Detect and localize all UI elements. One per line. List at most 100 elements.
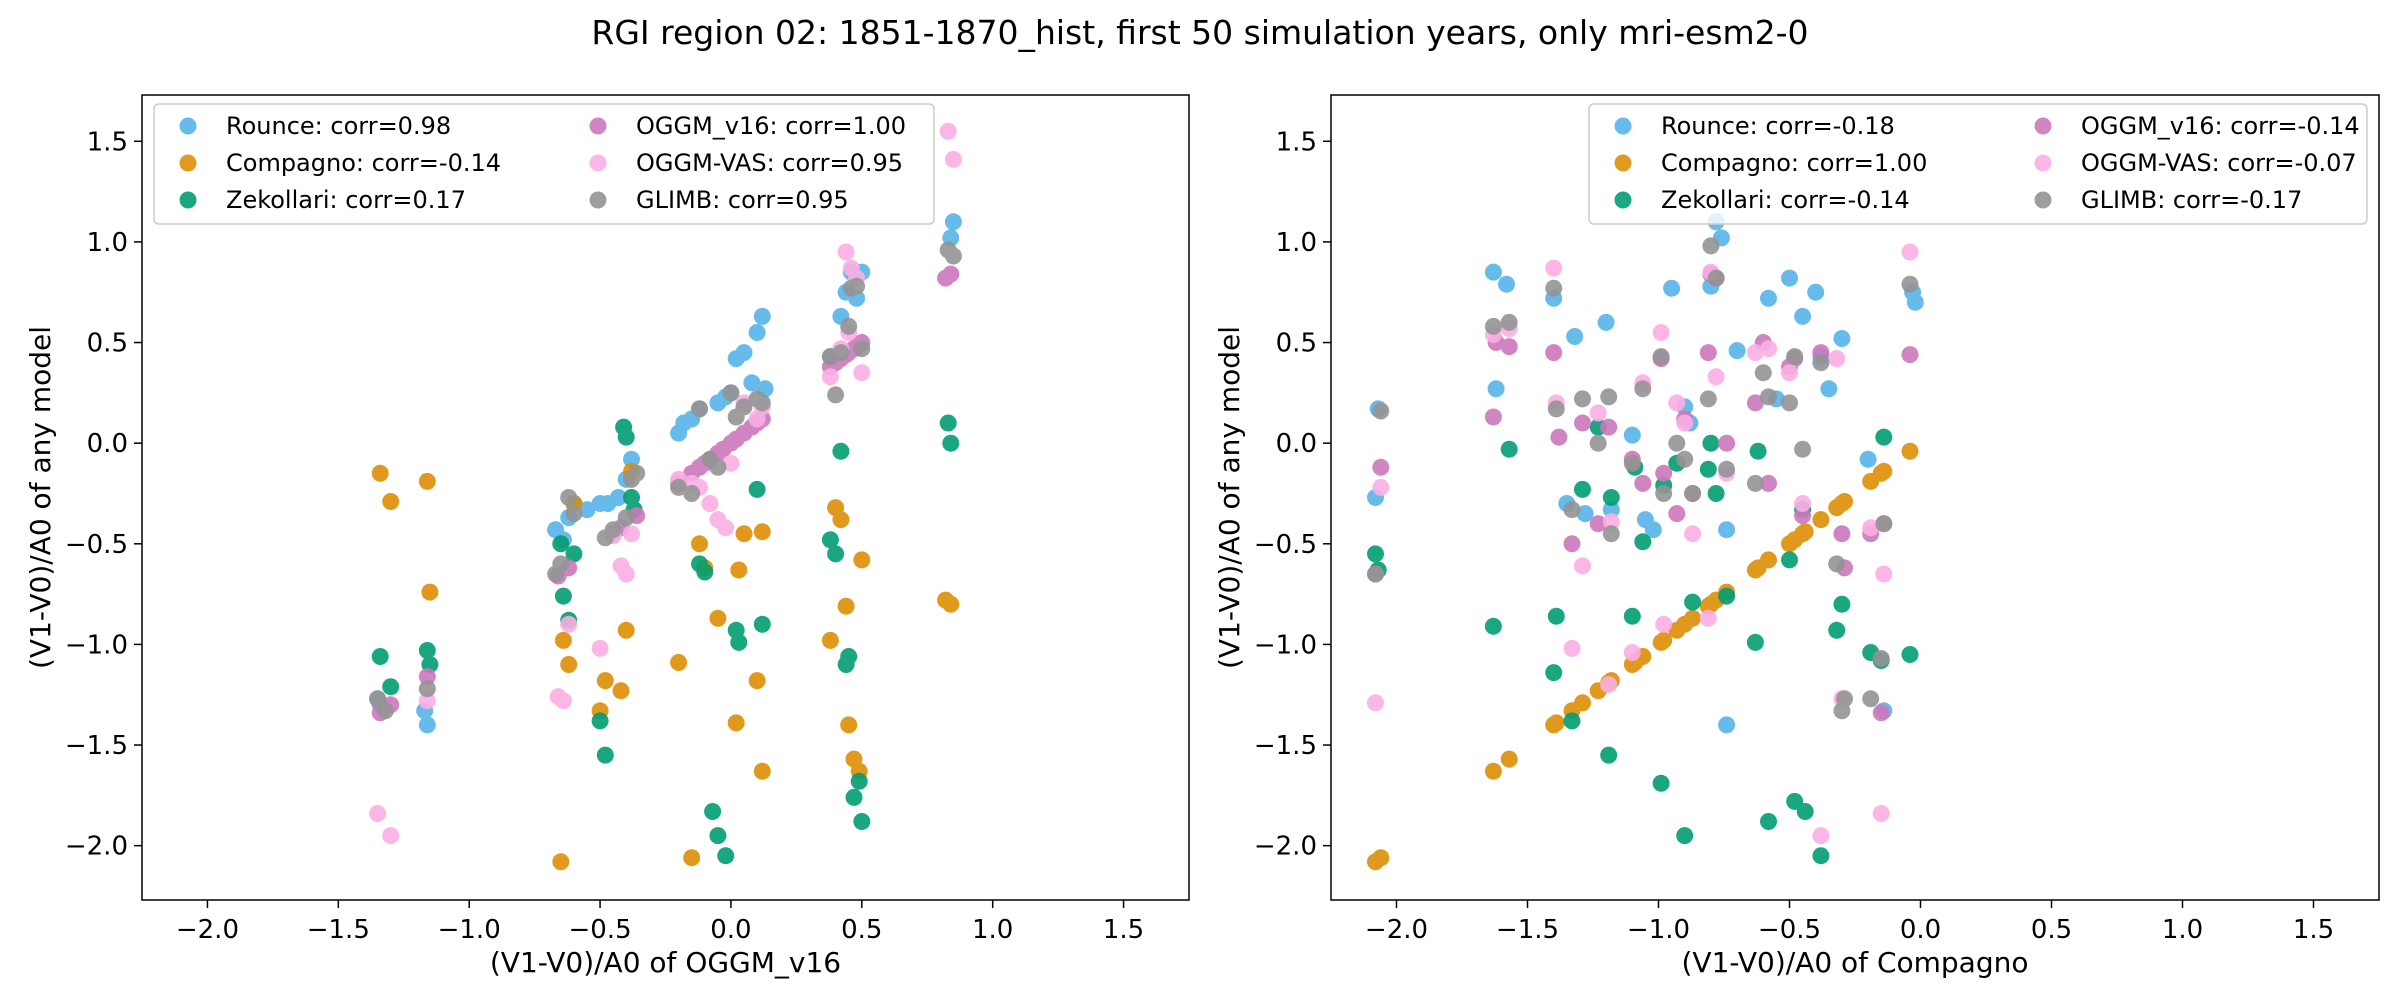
y-tick-label: −1.5: [65, 731, 128, 761]
data-point: [1754, 364, 1772, 382]
data-point: [827, 545, 845, 563]
data-point: [1600, 746, 1618, 764]
data-point: [1500, 313, 1518, 331]
legend-item: OGGM_v16: corr=-0.14: [2034, 112, 2360, 140]
data-point: [1600, 388, 1618, 406]
legend-marker: [2034, 154, 2052, 172]
data-point: [709, 458, 727, 476]
data-point: [1602, 513, 1620, 531]
legend-marker: [1614, 117, 1632, 135]
data-point: [821, 368, 839, 386]
data-point: [1699, 609, 1717, 627]
data-point: [1699, 390, 1717, 408]
data-point: [1872, 805, 1890, 822]
data-point: [1718, 460, 1736, 478]
y-tick-label: 0.5: [87, 329, 128, 359]
data-point: [1634, 474, 1652, 492]
data-point: [944, 247, 962, 265]
data-point: [1652, 324, 1670, 341]
x-tick-label: −2.0: [1365, 915, 1428, 945]
data-point: [1746, 344, 1764, 362]
data-point: [1372, 458, 1390, 476]
data-point: [1500, 338, 1518, 356]
data-point: [701, 495, 719, 512]
data-point: [748, 672, 766, 690]
y-axis-label: (V1-V0)/A0 of any model: [1213, 326, 1246, 669]
x-tick-label: 1.5: [1103, 915, 1144, 945]
legend-marker: [589, 117, 607, 135]
data-point: [418, 716, 436, 734]
data-point: [670, 654, 688, 671]
data-point: [1484, 617, 1502, 635]
data-point: [1781, 551, 1798, 569]
data-point: [840, 317, 858, 335]
data-point: [1836, 690, 1853, 708]
data-point: [1794, 507, 1812, 525]
data-point: [853, 340, 871, 358]
data-point: [382, 678, 400, 696]
data-point: [748, 480, 766, 498]
data-point: [691, 535, 708, 553]
data-point: [727, 714, 745, 732]
x-tick-label: 0.5: [2031, 915, 2072, 945]
legend-marker: [589, 154, 607, 172]
plot-frame: [141, 94, 1190, 901]
data-point: [853, 364, 871, 382]
data-point: [1623, 454, 1641, 472]
data-point: [628, 464, 646, 482]
data-point: [837, 597, 855, 615]
legend-label: OGGM-VAS: corr=0.95: [636, 149, 903, 177]
left-scatter-panel: −2.0 −1.5 −1.0 −0.5 0.0 0.5 1.0 1.5 −2.0 −1.5 −1.0…: [24, 94, 1190, 979]
data-point: [1563, 535, 1581, 553]
data-point: [1862, 690, 1880, 708]
data-point: [617, 428, 635, 446]
data-point: [369, 805, 387, 822]
data-point: [1901, 243, 1919, 261]
data-point: [617, 565, 635, 583]
data-point: [421, 583, 439, 601]
data-point: [1547, 714, 1565, 732]
data-point: [1563, 639, 1581, 657]
data-point: [717, 847, 735, 865]
data-point: [942, 265, 960, 283]
data-point: [1760, 551, 1777, 569]
legend-marker: [1614, 154, 1632, 172]
data-point: [552, 853, 570, 871]
data-point: [753, 762, 771, 780]
data-point: [832, 442, 850, 460]
data-point: [1718, 587, 1736, 605]
data-point: [1728, 342, 1746, 360]
x-tick-label: 1.5: [2293, 915, 2334, 945]
legend-label: Compagno: corr=1.00: [1661, 149, 1927, 177]
data-point: [1550, 428, 1568, 446]
data-point: [840, 716, 858, 734]
data-point: [850, 772, 868, 790]
data-point: [418, 668, 436, 686]
data-points: [369, 122, 962, 871]
legend-label: Compagno: corr=-0.14: [226, 149, 501, 177]
x-tick-label: 1.0: [2162, 915, 2203, 945]
data-point: [942, 595, 960, 613]
data-point: [853, 813, 871, 830]
data-point: [1702, 434, 1720, 452]
data-point: [1718, 716, 1736, 734]
legend-item: Zekollari: corr=0.17: [179, 186, 466, 214]
data-point: [1781, 364, 1798, 382]
data-point: [1372, 849, 1390, 867]
data-point: [1833, 330, 1851, 347]
data-point: [1901, 442, 1919, 460]
x-tick-label: −2.0: [176, 915, 239, 945]
series-oggm-v16: [371, 265, 960, 722]
data-point: [1623, 426, 1641, 444]
y-tick-label: −0.5: [65, 530, 128, 560]
series-zekollari: [371, 414, 960, 865]
data-point: [1872, 650, 1890, 667]
data-point: [554, 692, 572, 710]
legend: Rounce: corr=-0.18 Compagno: corr=1.00 Zek…: [1588, 103, 2368, 225]
legend-label: GLIMB: corr=-0.17: [2081, 186, 2302, 214]
y-axis-label: (V1-V0)/A0 of any model: [24, 326, 57, 669]
data-point: [1684, 485, 1702, 502]
y-tick-label: 1.5: [1276, 127, 1317, 157]
series-oggm-vas: [369, 122, 962, 845]
data-point: [1644, 521, 1662, 539]
